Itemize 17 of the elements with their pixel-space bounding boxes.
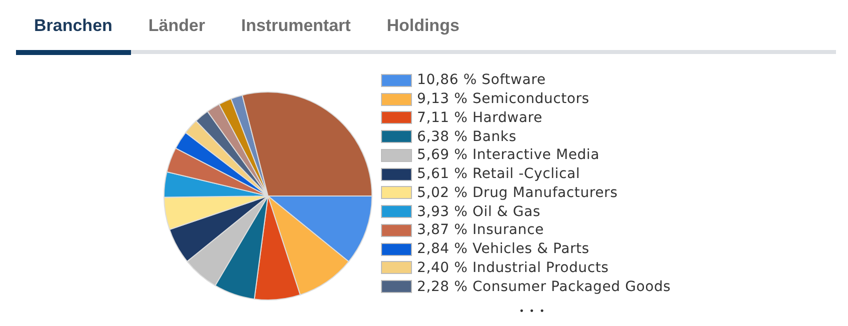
text: • • • <box>519 307 546 317</box>
legend-label: 9,13 % Semiconductors <box>417 91 590 108</box>
legend-label: 5,69 % Interactive Media <box>417 147 600 164</box>
legend-label: 2,84 % Vehicles & Parts <box>417 241 590 258</box>
legend-label: 10,86 % Software <box>417 72 546 88</box>
legend-label: 7,11 % Hardware <box>417 110 542 126</box>
text: Instrumentart <box>241 16 351 36</box>
legend-label: 2,28 % Consumer Packaged Goods <box>417 278 671 295</box>
text: Branchen <box>34 16 112 36</box>
legend-label: 2,40 % Industrial Products <box>417 260 609 276</box>
legend-label: 5,02 % Drug Manufacturers <box>417 184 618 201</box>
legend-label: 6,38 % Banks <box>417 128 516 145</box>
legend-label: 3,87 % Insurance <box>417 222 544 238</box>
text: Länder <box>148 16 206 36</box>
legend-label: 3,93 % Oil & Gas <box>417 204 541 220</box>
text: Holdings <box>386 16 460 36</box>
legend-label: 5,61 % Retail -Cyclical <box>417 166 580 182</box>
